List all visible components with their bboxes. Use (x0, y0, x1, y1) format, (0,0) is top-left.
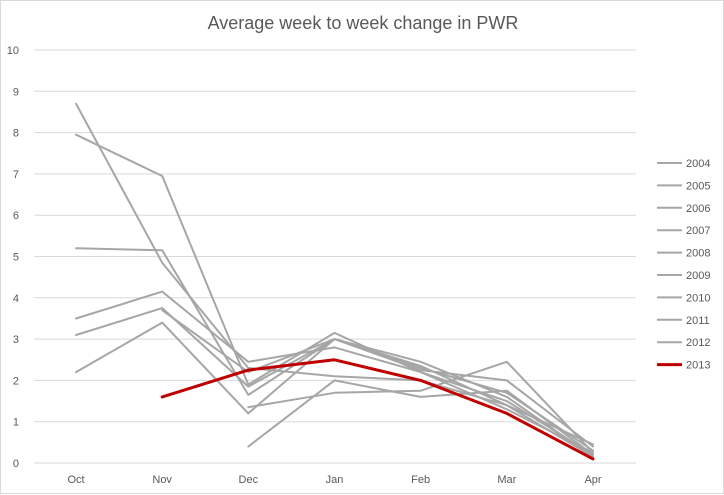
legend-label: 2007 (686, 225, 710, 237)
x-tick-label: Feb (411, 474, 430, 486)
gridlines (34, 49, 636, 423)
chart-title: Average week to week change in PWR (208, 13, 519, 33)
series-lines (75, 102, 595, 461)
x-axis-ticks: Oct Nov Dec Jan Feb Mar Apr (67, 474, 601, 486)
y-tick-label: 8 (13, 128, 19, 140)
y-tick-label: 10 (7, 45, 19, 57)
series-line-2013 (160, 358, 595, 461)
x-tick-label: Oct (67, 474, 84, 486)
legend-item-2009: 2009 (657, 270, 710, 282)
legend-item-2013: 2013 (657, 360, 710, 372)
legend-item-2004: 2004 (657, 158, 710, 170)
x-tick-label: Nov (152, 474, 172, 486)
y-tick-label: 1 (13, 417, 19, 429)
legend-item-2012: 2012 (657, 337, 710, 349)
legend-item-2011: 2011 (657, 315, 710, 327)
x-tick-label: Mar (497, 474, 516, 486)
legend-item-2006: 2006 (657, 203, 710, 215)
y-tick-label: 4 (13, 293, 19, 305)
y-tick-label: 0 (13, 458, 19, 470)
y-tick-label: 6 (13, 210, 19, 222)
legend-label: 2008 (686, 248, 710, 260)
legend-label: 2009 (686, 270, 710, 282)
series-line-2011 (247, 379, 594, 456)
x-tick-label: Apr (584, 474, 601, 486)
legend-item-2008: 2008 (657, 248, 710, 260)
series-line-2005 (75, 133, 594, 456)
y-tick-label: 7 (13, 169, 19, 181)
legend-label: 2005 (686, 180, 710, 192)
y-tick-label: 3 (13, 334, 19, 346)
legend-label: 2011 (686, 315, 710, 327)
legend-label: 2010 (686, 292, 710, 304)
legend-item-2007: 2007 (657, 225, 710, 237)
series-line-2007 (75, 290, 594, 454)
legend-label: 2012 (686, 337, 710, 349)
legend-item-2005: 2005 (657, 180, 710, 192)
legend-label: 2013 (686, 360, 710, 372)
y-axis-ticks: 0 1 2 3 4 5 6 7 8 9 10 (7, 45, 19, 470)
legend-item-2010: 2010 (657, 292, 710, 304)
x-tick-label: Jan (326, 474, 344, 486)
series-line-2012 (161, 309, 594, 446)
series-line-2008 (75, 307, 594, 452)
series-line-2010 (247, 360, 594, 454)
series-line-2006 (75, 247, 594, 458)
y-tick-label: 2 (13, 375, 19, 387)
x-tick-label: Dec (239, 474, 259, 486)
y-tick-label: 5 (13, 252, 19, 264)
y-tick-label: 9 (13, 86, 19, 98)
legend: 2004 2005 2006 2007 2008 2009 2010 2011 2012 2013 (657, 158, 710, 372)
legend-label: 2004 (686, 158, 710, 170)
legend-label: 2006 (686, 203, 710, 215)
series-line-2009 (75, 321, 594, 448)
